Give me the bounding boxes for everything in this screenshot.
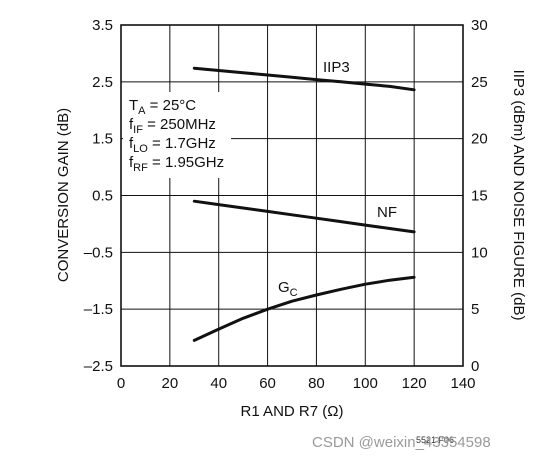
series-label-iip3: IIP3 — [323, 59, 350, 76]
series-line-g — [192, 275, 416, 342]
x-tick-label: 100 — [353, 375, 378, 392]
series-label-gc: GC — [278, 279, 298, 299]
condition-value: = 250MHz — [143, 116, 216, 133]
y-right-tick-label: 30 — [471, 17, 488, 34]
series-line-iip3 — [192, 66, 416, 92]
condition-subscript: IF — [133, 124, 143, 136]
y-right-axis-label: IIP3 (dBm) AND NOISE FIGURE (dB) — [510, 70, 527, 321]
conditions-box — [123, 92, 231, 178]
y-left-axis-label: CONVERSION GAIN (dB) — [55, 108, 72, 282]
x-tick-label: 80 — [308, 375, 325, 392]
x-tick-label: 20 — [162, 375, 179, 392]
condition-symbol: T — [129, 97, 138, 114]
plot-frame — [120, 24, 464, 367]
figure-code: 5521 F06 — [416, 435, 454, 445]
legend-nf-bg — [375, 202, 401, 220]
y-right-tick-labels: 0 5 10 15 20 25 30 — [471, 17, 488, 375]
y-right-tick-label: 20 — [471, 131, 488, 148]
y-left-tick-label: –0.5 — [84, 244, 113, 261]
condition-subscript: A — [138, 105, 146, 117]
y-left-tick-labels: –2.5 –1.5 –0.5 0.5 1.5 2.5 3.5 — [84, 17, 113, 375]
grid — [121, 25, 463, 366]
y-left-tick-label: 0.5 — [92, 188, 113, 205]
condition-symbol: f — [129, 116, 134, 133]
x-tick-label: 140 — [450, 375, 475, 392]
y-right-tick-label: 25 — [471, 74, 488, 91]
x-axis-label: R1 AND R7 (Ω) — [241, 403, 344, 420]
x-tick-label: 40 — [210, 375, 227, 392]
condition-value: = 25°C — [146, 97, 197, 114]
condition-line: TA = 25°C — [129, 97, 196, 117]
condition-line: fRF = 1.95GHz — [129, 154, 224, 174]
y-right-tick-label: 15 — [471, 188, 488, 205]
series-label-nf: NF — [377, 204, 397, 221]
y-left-tick-label: 3.5 — [92, 17, 113, 34]
condition-line: fLO = 1.7GHz — [129, 135, 216, 155]
y-left-tick-label: –1.5 — [84, 301, 113, 318]
condition-symbol: f — [129, 135, 134, 152]
condition-value: = 1.95GHz — [148, 154, 224, 171]
series-lines — [192, 66, 416, 342]
condition-value: = 1.7GHz — [148, 135, 216, 152]
x-tick-label: 0 — [117, 375, 125, 392]
condition-symbol: f — [129, 154, 134, 171]
series-label-gc-sub: C — [290, 287, 298, 299]
condition-subscript: LO — [133, 143, 148, 155]
y-right-tick-label: 10 — [471, 244, 488, 261]
y-right-tick-label: 0 — [471, 358, 479, 375]
y-left-tick-label: 1.5 — [92, 131, 113, 148]
y-right-tick-label: 5 — [471, 301, 479, 318]
x-tick-label: 60 — [259, 375, 276, 392]
condition-line: fIF = 250MHz — [129, 116, 216, 136]
condition-subscript: RF — [133, 162, 148, 174]
series-label-gc-main: G — [278, 279, 290, 296]
y-left-tick-label: –2.5 — [84, 358, 113, 375]
series-line-nf — [192, 199, 416, 234]
x-tick-label: 120 — [402, 375, 427, 392]
watermark: CSDN @weixin_43354598 — [312, 434, 491, 451]
y-left-tick-label: 2.5 — [92, 74, 113, 91]
x-tick-labels: 0 20 40 60 80 100 120 140 — [117, 375, 476, 392]
